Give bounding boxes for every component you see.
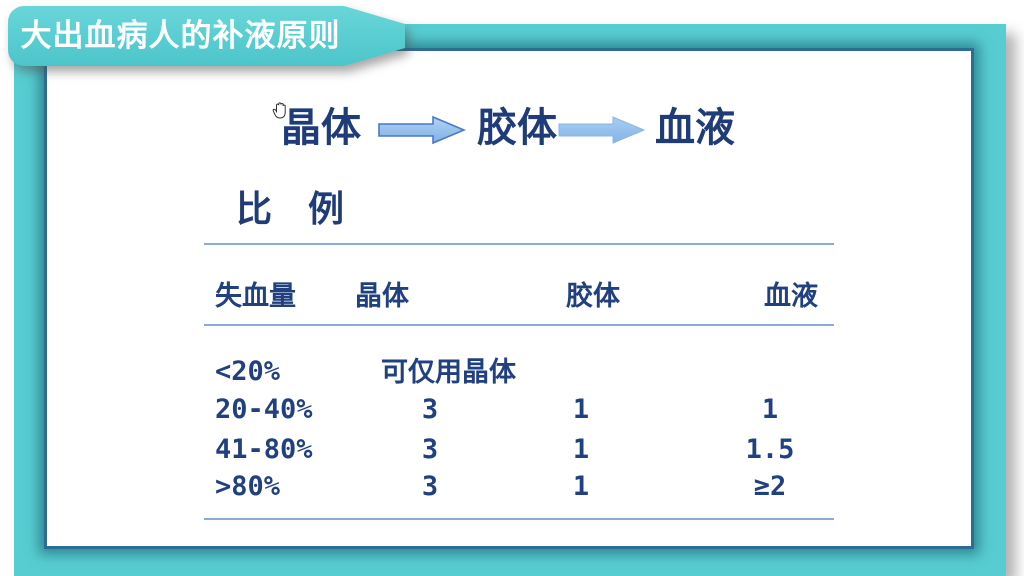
cell-crystalloid: 3 <box>421 434 439 465</box>
cell-crystalloid: 3 <box>421 471 439 502</box>
column-header-blood: 血液 <box>764 281 818 311</box>
ratio-table: 失血量 晶体 胶体 血液 <20% 可仅用晶体 20-40% 3 1 1 41-… <box>204 230 834 530</box>
section-heading-ratio: 比 例 <box>236 188 345 229</box>
content-panel <box>44 48 974 549</box>
cell-blood: 1 <box>761 394 779 425</box>
table-rule-header <box>204 324 834 326</box>
cell-loss: 20-40% <box>215 394 313 425</box>
cursor-hand-icon <box>272 101 289 125</box>
flow-step-colloid: 胶体 <box>477 106 557 150</box>
cell-colloid: 1 <box>572 394 590 425</box>
cell-crystalloid: 3 <box>421 394 439 425</box>
table-rule-top <box>204 243 834 245</box>
cell-crystalloid-note: 可仅用晶体 <box>381 357 516 387</box>
table-rule-bottom <box>204 518 834 520</box>
arrow-right-icon <box>558 116 646 144</box>
cell-blood: ≥2 <box>753 471 787 502</box>
flow-step-crystalloid: 晶体 <box>281 106 361 150</box>
cell-colloid: 1 <box>572 434 590 465</box>
column-header-blood-loss: 失血量 <box>215 281 296 311</box>
cell-blood: 1.5 <box>745 434 795 465</box>
slide-title: 大出血病人的补液原则 <box>20 18 341 53</box>
flow-step-blood: 血液 <box>655 106 735 150</box>
title-banner: 大出血病人的补液原则 <box>8 6 408 66</box>
cell-loss: <20% <box>215 356 281 387</box>
column-header-crystalloid: 晶体 <box>355 281 409 311</box>
banner-shape-icon <box>8 6 405 66</box>
column-header-colloid: 胶体 <box>566 281 620 311</box>
cell-loss: >80% <box>215 471 281 502</box>
cell-colloid: 1 <box>572 471 590 502</box>
cell-loss: 41-80% <box>215 434 313 465</box>
arrow-right-icon <box>378 115 466 145</box>
